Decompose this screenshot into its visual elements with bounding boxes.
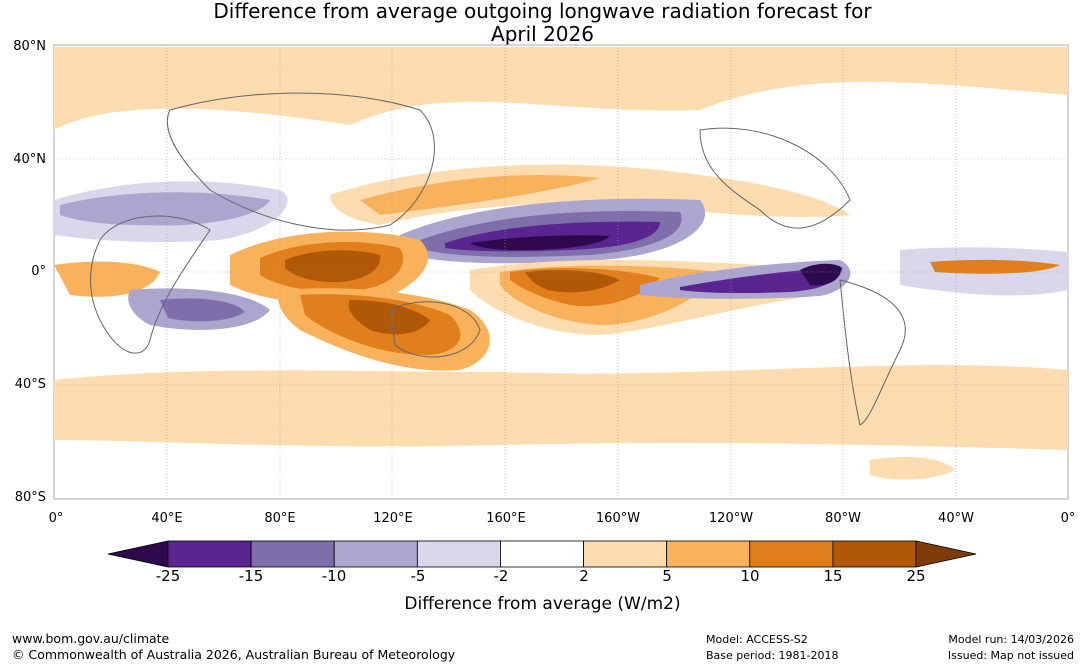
colorbar-tick-label: -25 — [155, 567, 181, 585]
map-title: Difference from average outgoing longwav… — [0, 0, 1085, 46]
colorbar-tick-label: -5 — [410, 567, 426, 585]
lon-label: 120°W — [708, 511, 754, 526]
lat-label: 0° — [31, 264, 46, 279]
colorbar-segment — [666, 540, 751, 568]
colorbar-segment — [416, 540, 501, 568]
anomaly-fields — [54, 47, 1068, 480]
footer-model-run: Model run: 14/03/2026 — [948, 633, 1074, 646]
lon-label: 160°E — [486, 511, 526, 526]
colorbar-segment — [500, 540, 584, 568]
lat-label: 40°N — [13, 152, 46, 167]
colorbar-tick-label: -2 — [493, 567, 509, 585]
colorbar-segment — [250, 540, 335, 568]
footer-base-period: Base period: 1981-2018 — [706, 649, 839, 662]
colorbar-segment — [333, 540, 418, 568]
lon-label: 160°W — [595, 511, 641, 526]
map-title-line-2: April 2026 — [491, 22, 594, 46]
lat-label: 80°S — [14, 490, 46, 505]
colorbar-segment — [167, 540, 252, 568]
colorbar-tick-label: 15 — [823, 567, 843, 585]
lon-label: 120°E — [373, 511, 413, 526]
lon-label: 40°W — [938, 511, 974, 526]
lon-label: 0° — [1060, 511, 1076, 526]
colorbar-segment — [832, 540, 917, 568]
colorbar-extend-low — [107, 540, 169, 568]
footer-model: Model: ACCESS-S2 — [706, 633, 808, 646]
colorbar-tick-label: 5 — [662, 567, 672, 585]
colorbar-tick-label: 10 — [740, 567, 760, 585]
colorbar-segment — [749, 540, 834, 568]
colorbar-tick-label: 25 — [906, 567, 926, 585]
colorbar-tick-label: -10 — [321, 567, 347, 585]
colorbar-segment — [583, 540, 668, 568]
footer-issued: Issued: Map not issued — [947, 649, 1074, 662]
colorbar-extend-high — [915, 540, 977, 568]
footer-url[interactable]: www.bom.gov.au/climate — [12, 631, 170, 646]
colorbar-title: Difference from average (W/m2) — [404, 594, 681, 614]
graticule — [54, 45, 1068, 499]
colorbar-tick-label: -15 — [238, 567, 264, 585]
lon-label: 40°E — [151, 511, 183, 526]
lon-label: 80°W — [825, 511, 861, 526]
lon-label: 0° — [48, 511, 64, 526]
lat-label: 80°N — [13, 39, 46, 54]
footer-copyright: © Commonwealth of Australia 2026, Austra… — [12, 647, 456, 662]
coastlines — [90, 92, 906, 426]
lon-label: 80°E — [264, 511, 296, 526]
lat-label: 40°S — [14, 377, 46, 392]
map-title-line-1: Difference from average outgoing longwav… — [213, 0, 872, 23]
colorbar-tick-label: 2 — [579, 567, 589, 585]
